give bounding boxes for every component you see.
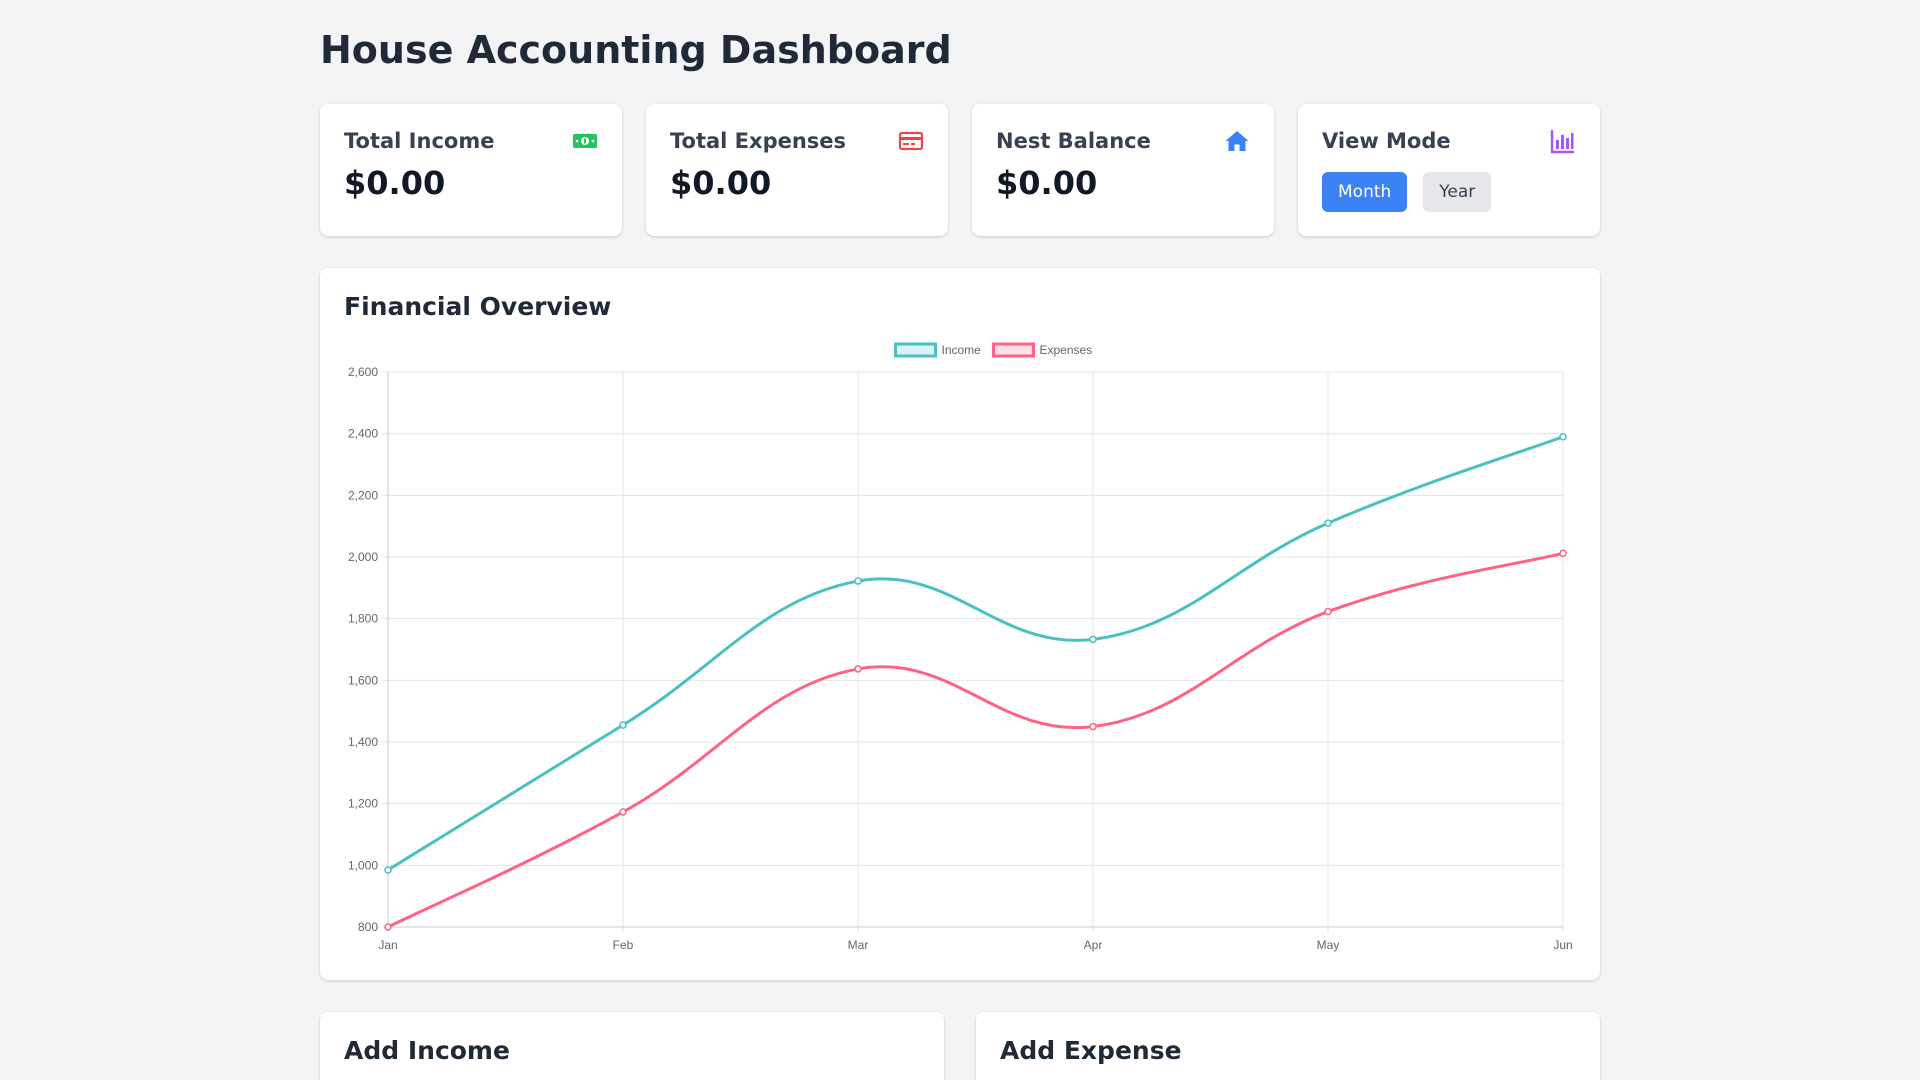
y-tick-label: 2,000 bbox=[348, 550, 378, 564]
y-tick-label: 800 bbox=[358, 920, 378, 934]
financial-overview-title: Financial Overview bbox=[344, 292, 612, 321]
y-tick-label: 1,200 bbox=[348, 797, 378, 811]
x-tick-label: Jun bbox=[1553, 938, 1572, 952]
y-tick-label: 1,600 bbox=[348, 673, 378, 687]
month-button[interactable]: Month bbox=[1322, 172, 1408, 212]
legend-income-label: Income bbox=[942, 343, 982, 357]
nest-balance-label: Nest Balance bbox=[996, 129, 1151, 153]
view-mode-label: View Mode bbox=[1322, 129, 1451, 153]
add-income-card: Add Income bbox=[320, 1012, 944, 1080]
bar-chart-icon bbox=[1550, 130, 1574, 154]
legend-expenses-swatch bbox=[992, 342, 1035, 358]
x-tick-label: Apr bbox=[1084, 938, 1103, 952]
income-series-line bbox=[387, 435, 1564, 872]
page-title: House Accounting Dashboard bbox=[320, 28, 952, 72]
view-mode-card: View Mode Month Year bbox=[1298, 104, 1600, 236]
income-data-point bbox=[1559, 433, 1567, 441]
y-tick-label: 2,600 bbox=[348, 365, 378, 379]
add-income-title: Add Income bbox=[344, 1036, 510, 1065]
x-tick-label: Jan bbox=[378, 938, 397, 952]
add-expense-card: Add Expense bbox=[976, 1012, 1600, 1080]
expenses-data-point bbox=[1324, 607, 1332, 616]
expenses-series-line bbox=[387, 551, 1564, 929]
x-tick-label: May bbox=[1317, 938, 1340, 952]
total-income-card: Total Income $0.00 bbox=[320, 104, 622, 236]
income-data-point bbox=[384, 866, 392, 874]
cash-icon bbox=[573, 134, 597, 148]
nest-balance-value: $0.00 bbox=[996, 164, 1098, 202]
nest-balance-card: Nest Balance $0.00 bbox=[972, 104, 1274, 236]
income-data-point bbox=[619, 721, 627, 729]
add-expense-title: Add Expense bbox=[1000, 1036, 1182, 1065]
legend-expenses-label: Expenses bbox=[1040, 343, 1093, 357]
y-tick-label: 2,200 bbox=[348, 488, 378, 502]
total-income-value: $0.00 bbox=[344, 164, 446, 202]
income-data-point bbox=[854, 577, 862, 585]
expenses-data-point bbox=[1559, 549, 1567, 558]
x-tick-label: Mar bbox=[848, 938, 869, 952]
income-data-point bbox=[1089, 635, 1097, 644]
x-tick-label: Feb bbox=[613, 938, 634, 952]
y-tick-label: 1,800 bbox=[348, 612, 378, 626]
financial-overview-chart: 800 1,000 1,200 1,400 1,600 1,800 2,000 2,200 2,… bbox=[348, 342, 1573, 952]
financial-overview-card: Financial Overview 800 1,000 1,200 1,400 1,6… bbox=[320, 268, 1600, 980]
expenses-data-point bbox=[619, 808, 627, 816]
income-data-point bbox=[1324, 519, 1332, 527]
expenses-data-point bbox=[854, 665, 862, 673]
legend-income-swatch bbox=[894, 342, 937, 358]
total-expenses-value: $0.00 bbox=[670, 164, 772, 202]
year-button[interactable]: Year bbox=[1423, 172, 1492, 212]
y-tick-label: 1,400 bbox=[348, 735, 378, 749]
expenses-data-point bbox=[384, 923, 392, 931]
expenses-data-point bbox=[1089, 722, 1097, 731]
y-tick-label: 2,400 bbox=[348, 427, 378, 441]
y-tick-label: 1,000 bbox=[348, 858, 378, 872]
total-expenses-label: Total Expenses bbox=[670, 129, 847, 153]
total-expenses-card: Total Expenses $0.00 bbox=[646, 104, 948, 236]
total-income-label: Total Income bbox=[344, 129, 495, 153]
home-icon bbox=[1225, 131, 1249, 151]
view-mode-toggle: Month Year bbox=[1322, 172, 1576, 212]
credit-card-icon bbox=[898, 131, 924, 151]
